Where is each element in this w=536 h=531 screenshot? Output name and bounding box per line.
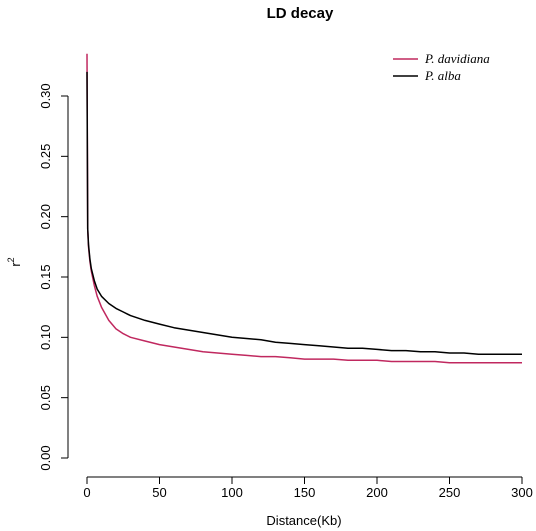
y-axis-ticks: 0.00 0.05 0.10 0.15 0.20 0.25 0.30 bbox=[38, 83, 68, 471]
y-tick-label: 0.25 bbox=[38, 144, 53, 169]
series-line-p-davidiana bbox=[86, 53, 522, 364]
y-axis-label: r2 bbox=[6, 257, 23, 266]
y-tick-label: 0.00 bbox=[38, 445, 53, 470]
y-tick-label: 0.10 bbox=[38, 325, 53, 350]
y-axis-label-group: r2 bbox=[6, 257, 23, 266]
chart-title: LD decay bbox=[267, 5, 334, 22]
x-tick-label: 250 bbox=[439, 485, 461, 500]
y-axis-label-superscript: 2 bbox=[6, 257, 16, 262]
x-axis-label: Distance(Kb) bbox=[266, 513, 341, 528]
x-tick-label: 150 bbox=[294, 485, 316, 500]
plot-area: 0.00 0.05 0.10 0.15 0.20 0.25 0.30 0 50 100 150 20… bbox=[38, 53, 533, 500]
x-axis-ticks: 0 50 100 150 200 250 300 bbox=[83, 477, 533, 500]
x-tick-label: 300 bbox=[511, 485, 533, 500]
y-tick-label: 0.15 bbox=[38, 264, 53, 289]
y-tick-label: 0.30 bbox=[38, 83, 53, 108]
legend-label-p-alba: P. alba bbox=[424, 68, 461, 83]
x-tick-label: 200 bbox=[366, 485, 388, 500]
x-tick-label: 50 bbox=[152, 485, 166, 500]
y-tick-label: 0.20 bbox=[38, 204, 53, 229]
legend-label-p-davidiana: P. davidiana bbox=[424, 51, 490, 66]
y-axis-label-main: r bbox=[8, 262, 23, 267]
series-lines bbox=[86, 53, 522, 364]
x-tick-label: 100 bbox=[221, 485, 243, 500]
y-tick-label: 0.05 bbox=[38, 385, 53, 410]
legend: P. davidiana P. alba bbox=[393, 51, 490, 83]
series-line-p-alba bbox=[86, 71, 522, 355]
x-tick-label: 0 bbox=[83, 485, 90, 500]
